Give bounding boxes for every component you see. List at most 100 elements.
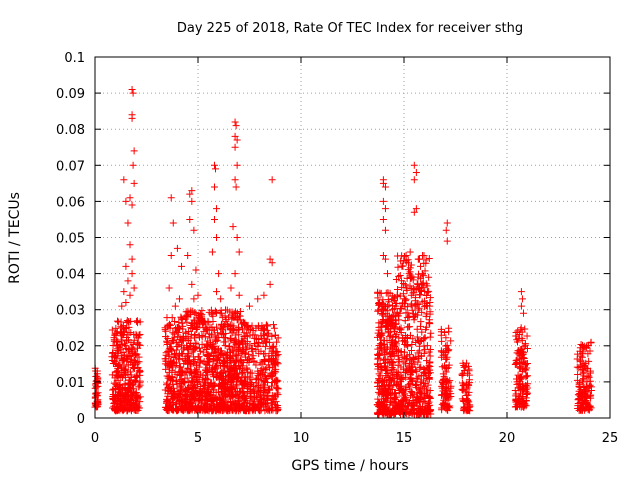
data-point	[404, 314, 412, 322]
data-point	[395, 355, 403, 363]
data-point	[407, 401, 415, 409]
data-point	[273, 406, 281, 414]
data-point	[416, 284, 424, 292]
data-point	[228, 385, 236, 393]
data-point	[392, 302, 400, 310]
data-point	[196, 406, 204, 414]
data-point	[514, 371, 522, 379]
data-point	[402, 409, 410, 417]
data-point	[404, 368, 412, 376]
data-point	[246, 369, 254, 377]
data-point	[406, 323, 414, 331]
data-point	[389, 358, 397, 366]
data-point	[442, 226, 450, 234]
data-point	[515, 392, 523, 400]
data-point	[242, 340, 250, 348]
data-point	[439, 387, 447, 395]
data-point	[390, 295, 398, 303]
data-point	[177, 314, 185, 322]
data-point	[442, 393, 450, 401]
data-point	[206, 361, 214, 369]
data-point	[165, 284, 173, 292]
data-point	[232, 407, 240, 415]
data-point	[242, 373, 250, 381]
data-point	[375, 410, 383, 418]
data-point	[404, 333, 412, 341]
data-point	[204, 388, 212, 396]
data-point	[578, 365, 586, 373]
data-point	[223, 352, 231, 360]
data-point	[264, 331, 272, 339]
data-point	[375, 376, 383, 384]
data-point	[205, 308, 213, 316]
data-point	[259, 325, 267, 333]
data-point	[379, 296, 387, 304]
data-point	[393, 310, 401, 318]
data-point	[243, 324, 251, 332]
data-point	[130, 147, 138, 155]
data-point	[518, 336, 526, 344]
data-point	[270, 358, 278, 366]
data-point	[188, 360, 196, 368]
data-point	[122, 365, 130, 373]
data-point	[189, 343, 197, 351]
data-point	[117, 352, 125, 360]
data-point	[124, 219, 132, 227]
data-point	[235, 365, 243, 373]
data-point	[264, 322, 272, 330]
data-point	[252, 324, 260, 332]
data-point	[408, 389, 416, 397]
data-point	[176, 383, 184, 391]
data-point	[215, 374, 223, 382]
data-point	[440, 399, 448, 407]
data-point	[381, 226, 389, 234]
data-point	[406, 408, 414, 416]
data-point	[396, 292, 404, 300]
data-point	[264, 396, 272, 404]
data-point	[251, 340, 259, 348]
data-point	[256, 371, 264, 379]
data-point	[587, 338, 595, 346]
data-point	[126, 241, 134, 249]
data-point	[438, 391, 446, 399]
data-point	[512, 360, 520, 368]
data-point	[404, 266, 412, 274]
data-point	[194, 314, 202, 322]
data-point	[272, 384, 280, 392]
data-point	[204, 358, 212, 366]
data-point	[207, 331, 215, 339]
data-point	[210, 183, 218, 191]
data-point	[227, 356, 235, 364]
data-point	[187, 395, 195, 403]
data-point	[254, 400, 262, 408]
data-point	[402, 373, 410, 381]
data-point	[232, 357, 240, 365]
data-point	[395, 334, 403, 342]
data-point	[382, 367, 390, 375]
data-point	[395, 406, 403, 414]
data-point	[182, 393, 190, 401]
data-point	[187, 324, 195, 332]
data-point	[235, 291, 243, 299]
data-point	[378, 311, 386, 319]
data-point	[443, 403, 451, 411]
data-point	[270, 370, 278, 378]
data-point	[518, 328, 526, 336]
data-point	[379, 252, 387, 260]
data-point	[114, 365, 122, 373]
data-point	[386, 351, 394, 359]
data-point	[384, 322, 392, 330]
data-point	[413, 280, 421, 288]
data-point	[400, 358, 408, 366]
data-point	[122, 373, 130, 381]
data-point	[587, 387, 595, 395]
data-point	[573, 363, 581, 371]
data-point	[260, 326, 268, 334]
data-point	[188, 197, 196, 205]
data-point	[162, 355, 170, 363]
data-point	[415, 304, 423, 312]
data-point	[585, 357, 593, 365]
data-point	[124, 392, 132, 400]
data-point	[400, 295, 408, 303]
data-point	[237, 403, 245, 411]
